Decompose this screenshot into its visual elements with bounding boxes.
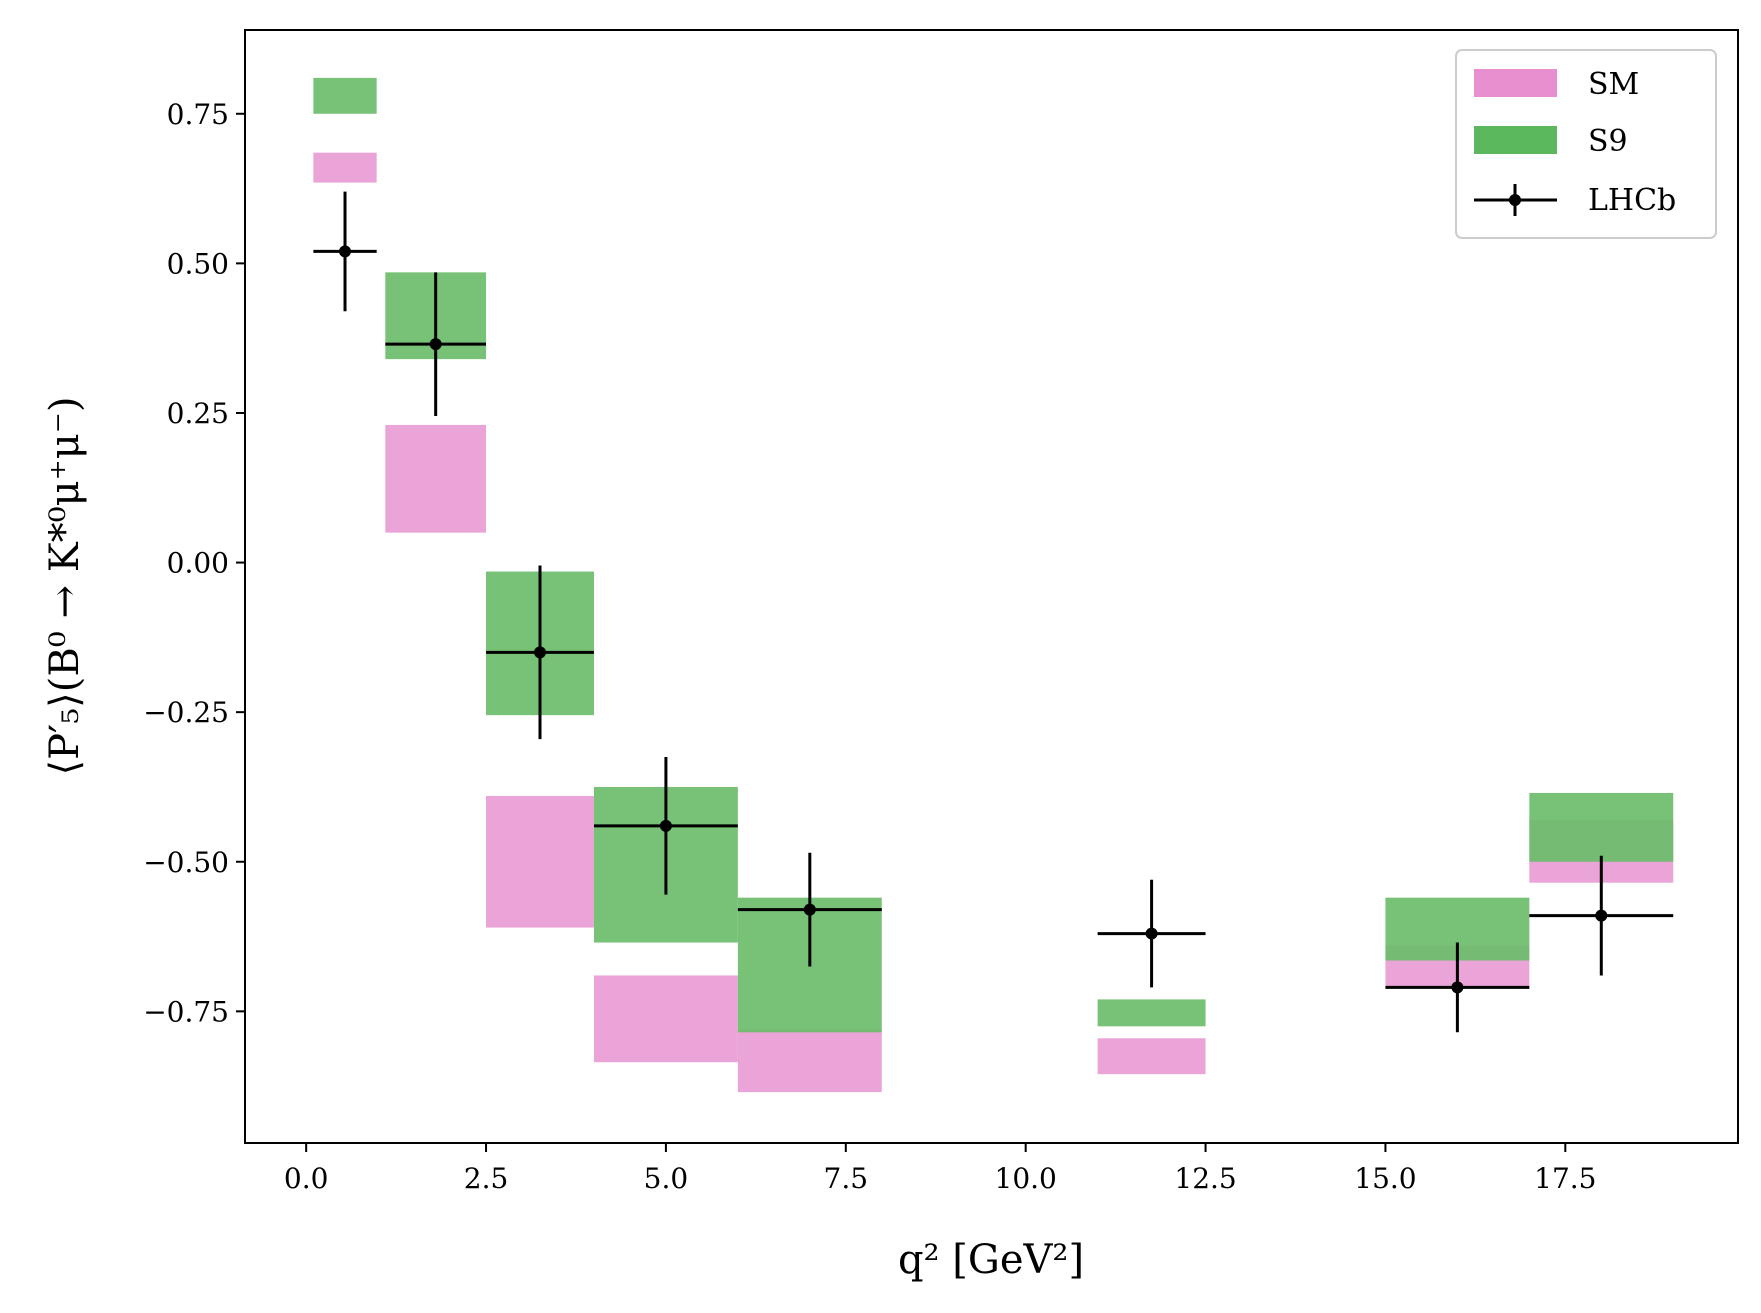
lhcb-marker-4	[803, 903, 816, 916]
x-tick-label-4: 10.0	[995, 1162, 1057, 1195]
lhcb-point-0	[313, 191, 377, 312]
x-tick-label-2: 5.0	[644, 1162, 689, 1195]
band-sm-3	[593, 975, 738, 1063]
legend-label-lhcb: LHCb	[1588, 183, 1676, 218]
lhcb-marker-6	[1451, 981, 1464, 994]
band-sm-1	[385, 424, 487, 533]
lhcb-point-2	[486, 565, 594, 740]
x-tick-label-6: 15.0	[1354, 1162, 1416, 1195]
x-tick-label-5: 12.5	[1174, 1162, 1236, 1195]
legend-label-s9: S9	[1588, 124, 1628, 159]
y-tick-label-2: 0.25	[167, 397, 229, 430]
band-sm-0	[313, 152, 377, 183]
x-tick-label-3: 7.5	[824, 1162, 869, 1195]
legend-marker-lhcb-dot	[1509, 194, 1521, 206]
y-tick-label-4: −0.25	[143, 696, 229, 729]
band-s9-0	[313, 77, 377, 114]
y-axis-label: ⟨P′₅⟩(B⁰ → K*⁰μ⁺μ⁻)	[42, 397, 88, 776]
x-tick-label-7: 17.5	[1534, 1162, 1596, 1195]
errorbar-layer	[313, 191, 1674, 1033]
y-tick-label-3: 0.00	[167, 547, 229, 580]
x-tick-label-1: 2.5	[464, 1162, 509, 1195]
x-tick-label-0: 0.0	[284, 1162, 329, 1195]
x-axis: 0.0 2.5 5.0 7.5 10.0 12.5 15.0 17.5	[284, 1143, 1596, 1195]
y-tick-label-0: 0.75	[167, 98, 229, 131]
lhcb-point-4	[737, 852, 882, 967]
y-tick-label-5: −0.50	[143, 846, 229, 879]
lhcb-marker-7	[1595, 909, 1608, 922]
lhcb-point-5	[1097, 879, 1206, 988]
lhcb-marker-2	[534, 646, 547, 659]
lhcb-point-6	[1385, 942, 1530, 1033]
plot-frame	[244, 29, 1739, 1144]
legend-label-sm: SM	[1588, 67, 1639, 102]
band-sm-2	[486, 795, 594, 928]
lhcb-point-1	[385, 272, 487, 416]
legend-swatch-sm	[1474, 69, 1557, 97]
band-sm-5	[1097, 1038, 1206, 1075]
lhcb-marker-0	[339, 245, 352, 258]
legend-swatch-s9	[1474, 126, 1557, 154]
band-s9-5	[1097, 999, 1206, 1027]
series-lhcb	[313, 191, 1674, 1033]
y-tick-label-1: 0.50	[167, 247, 229, 280]
legend: SM S9 LHCb	[1455, 49, 1717, 239]
y-axis: 0.75 0.50 0.25 0.00 −0.25 −0.50 −0.75	[143, 98, 245, 1028]
lhcb-marker-1	[429, 338, 442, 351]
band-s9-7	[1529, 792, 1674, 862]
lhcb-marker-5	[1145, 927, 1158, 940]
band-sm-4	[737, 1029, 882, 1093]
lhcb-point-3	[593, 757, 738, 895]
legend-marker-lhcb	[1474, 184, 1557, 216]
lhcb-point-7	[1529, 855, 1674, 976]
lhcb-marker-3	[659, 819, 672, 832]
x-axis-label: q² [GeV²]	[898, 1237, 1084, 1283]
y-tick-label-6: −0.75	[143, 995, 229, 1028]
